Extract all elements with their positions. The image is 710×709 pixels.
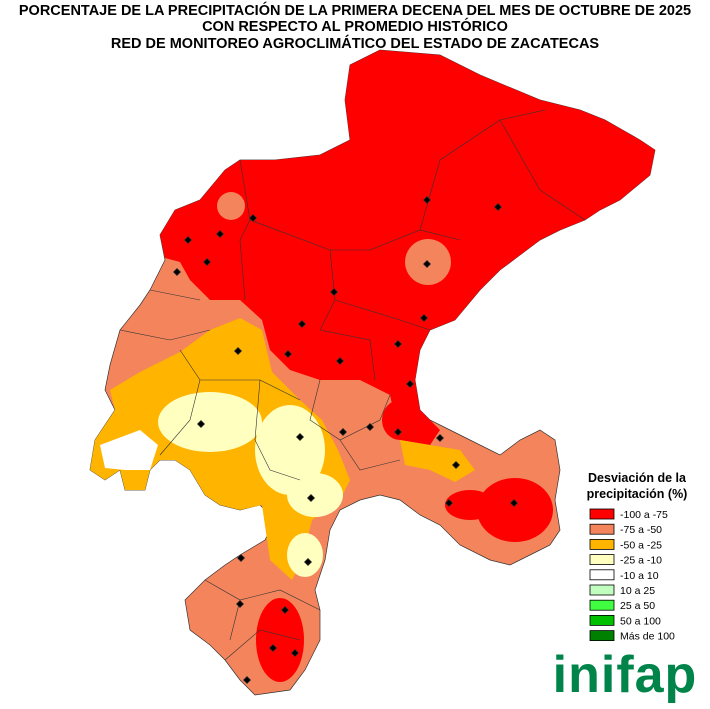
legend-swatch — [589, 584, 615, 596]
station — [196, 419, 206, 429]
station — [183, 235, 193, 245]
legend-label: 50 a 100 — [620, 615, 661, 627]
station — [393, 427, 403, 437]
station — [215, 229, 225, 239]
station — [444, 498, 454, 508]
legend-title: Desviación de la — [588, 471, 687, 485]
station — [493, 202, 503, 212]
legend-label: Más de 100 — [620, 631, 675, 643]
legend-label: 10 a 25 — [620, 585, 655, 597]
zone-pale — [158, 392, 262, 452]
station — [329, 287, 339, 297]
station — [248, 213, 258, 223]
station — [435, 433, 445, 443]
station — [303, 557, 313, 567]
station — [365, 422, 375, 432]
municipal-lines — [119, 109, 586, 661]
station — [235, 599, 245, 609]
zone-red — [256, 598, 304, 682]
station — [335, 356, 345, 366]
station — [242, 675, 252, 685]
title: PORCENTAJE DE LA PRECIPITACIÓN DE LA PRI… — [19, 1, 691, 52]
station — [509, 498, 519, 508]
legend-label: 25 a 50 — [620, 600, 655, 612]
zone-red — [382, 400, 418, 440]
zone-pale — [287, 473, 343, 517]
legend: Desviación de la precipitación (%) -100 … — [587, 471, 688, 643]
legend-swatch — [589, 569, 615, 581]
station — [422, 195, 432, 205]
logo: inifap — [553, 646, 698, 704]
legend-swatch — [589, 523, 615, 535]
station — [451, 460, 461, 470]
station — [306, 493, 316, 503]
station — [393, 339, 403, 349]
legend-swatch — [589, 539, 615, 550]
station — [268, 643, 278, 653]
legend-swatch — [589, 599, 615, 611]
station — [283, 349, 293, 359]
zone-pale — [255, 405, 325, 495]
legend-title: precipitación (%) — [587, 487, 688, 501]
station — [290, 648, 300, 658]
legend-label: -25 a -10 — [620, 555, 662, 567]
zone-red — [160, 50, 655, 445]
legend-label: -50 a -25 — [620, 539, 662, 551]
station — [295, 432, 305, 442]
zone-orange — [217, 192, 245, 220]
title-line: RED DE MONITOREO AGROCLIMÁTICO DEL ESTAD… — [111, 35, 600, 52]
legend-label: -75 a -50 — [620, 524, 662, 536]
zone-white — [100, 430, 158, 470]
legend-items: -100 a -75 -75 a -50 -50 a -25 -25 a -10 -10… — [589, 508, 675, 643]
station — [419, 313, 429, 323]
stations — [172, 195, 519, 685]
legend-swatch — [589, 630, 615, 641]
title-line: PORCENTAJE DE LA PRECIPITACIÓN DE LA PRI… — [19, 1, 691, 19]
legend-swatch — [589, 508, 615, 520]
map — [89, 49, 656, 696]
legend-label: -100 a -75 — [620, 509, 668, 521]
station — [422, 259, 432, 269]
zone-amber — [400, 440, 475, 482]
station — [202, 257, 212, 267]
station — [405, 379, 415, 389]
legend-swatch — [589, 554, 615, 565]
station — [233, 346, 243, 356]
legend-swatch — [589, 615, 615, 626]
zone-red — [477, 478, 553, 542]
title-line: CON RESPECTO AL PROMEDIO HISTÓRICO — [202, 17, 508, 35]
zone-pale — [287, 533, 323, 577]
station — [280, 605, 290, 615]
station — [338, 427, 348, 437]
legend-label: -10 a 10 — [620, 570, 659, 582]
station — [297, 319, 307, 329]
zone-red — [445, 490, 495, 520]
station — [236, 553, 246, 563]
station — [172, 267, 182, 277]
